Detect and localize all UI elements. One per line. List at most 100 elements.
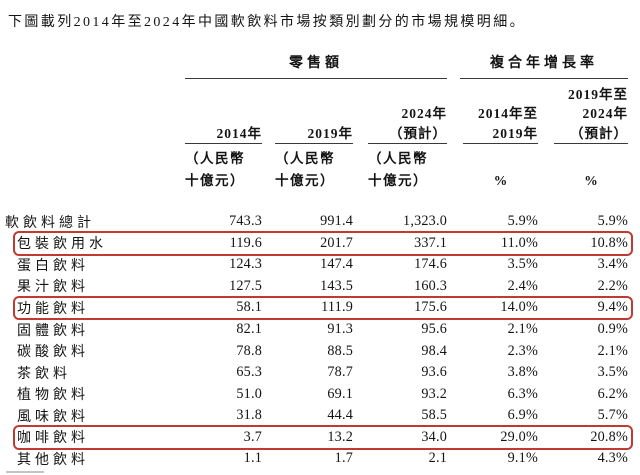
row-value: 5.9% bbox=[597, 213, 628, 230]
unit-percent-1: % bbox=[493, 173, 508, 188]
row-value: 3.5% bbox=[597, 364, 628, 381]
unit-rmb-3: （人民幣 bbox=[368, 151, 428, 166]
row-value: 2.3% bbox=[507, 342, 538, 359]
unit-row-2: 十億元） 十億元） 十億元） % % bbox=[0, 173, 628, 189]
row-value: 31.8 bbox=[236, 407, 262, 424]
row-value: 337.1 bbox=[414, 234, 447, 251]
header-row-3: 2014年 2019年 （預計） 2019年 （預計） bbox=[0, 126, 628, 142]
header-col-cagr2: （預計） bbox=[570, 126, 628, 141]
row-value: 143.5 bbox=[320, 277, 353, 294]
unit-percent-2: % bbox=[584, 173, 598, 188]
header-col-2019: 2019年 bbox=[307, 126, 353, 141]
row-value: 6.3% bbox=[507, 385, 538, 402]
row-value: 2.2% bbox=[597, 277, 628, 294]
header-col-cagr1: 2019年 bbox=[492, 126, 538, 141]
group-underline-cagr bbox=[460, 78, 628, 79]
row-value: 0.9% bbox=[597, 321, 628, 337]
row-category: 植物飲料 bbox=[17, 388, 89, 404]
row-value: 6.9% bbox=[507, 407, 538, 424]
row-value: 1,323.0 bbox=[403, 213, 447, 230]
row-value: 88.5 bbox=[327, 342, 353, 359]
table-row: 包裝飲用水 119.6 201.7 337.1 11.0% 10.8% bbox=[0, 231, 633, 256]
row-value: 1.1 bbox=[243, 450, 262, 467]
row-category: 包裝飲用水 bbox=[17, 237, 107, 253]
row-category: 咖啡飲料 bbox=[17, 431, 89, 447]
header-col-2014: 2014年 bbox=[216, 126, 262, 141]
row-value: 69.1 bbox=[327, 385, 353, 402]
row-value: 743.3 bbox=[229, 213, 262, 230]
table-row: 蛋白飲料 124.3 147.4 174.6 3.5% 3.4% bbox=[0, 254, 628, 276]
row-value: 174.6 bbox=[414, 256, 447, 273]
row-value: 65.3 bbox=[236, 364, 262, 381]
row-value: 58.5 bbox=[421, 407, 447, 424]
row-value: 29.0% bbox=[500, 428, 538, 445]
row-value: 119.6 bbox=[229, 234, 262, 251]
row-category: 果汁飲料 bbox=[17, 280, 89, 296]
table-row: 風味飲料 31.8 44.4 58.5 6.9% 5.7% bbox=[0, 405, 628, 427]
row-value: 201.7 bbox=[320, 234, 353, 251]
table-row: 其他飲料 1.1 1.7 2.1 9.1% 4.3% bbox=[0, 448, 628, 470]
unit-rmb-1: （人民幣 bbox=[185, 151, 245, 166]
header-2024b: 2024年 bbox=[582, 106, 628, 121]
row-value: 124.3 bbox=[229, 256, 262, 273]
header-row-1: 2019年至 bbox=[0, 87, 628, 103]
row-value: 2.1% bbox=[507, 321, 538, 337]
row-value: 2.4% bbox=[507, 277, 538, 294]
row-category: 固體飲料 bbox=[17, 323, 89, 339]
row-value: 58.1 bbox=[236, 299, 262, 316]
table-row: 咖啡飲料 3.7 13.2 34.0 29.0% 20.8% bbox=[0, 424, 633, 450]
row-value: 93.2 bbox=[421, 385, 447, 402]
row-value: 991.4 bbox=[320, 213, 353, 230]
table-row: 功能飲料 58.1 111.9 175.6 14.0% 9.4% bbox=[0, 295, 633, 321]
row-value: 14.0% bbox=[500, 299, 538, 316]
header-2019-to: 2019年至 bbox=[568, 87, 628, 102]
row-value: 6.2% bbox=[597, 385, 628, 402]
row-value: 160.3 bbox=[414, 277, 447, 294]
row-category: 風味飲料 bbox=[17, 409, 89, 425]
table-row: 茶飲料 65.3 78.7 93.6 3.8% 3.5% bbox=[0, 362, 628, 384]
header-col-2024e: （預計） bbox=[389, 126, 447, 141]
row-value: 2.1 bbox=[428, 450, 447, 467]
row-category: 其他飲料 bbox=[17, 452, 89, 468]
table-row: 植物飲料 51.0 69.1 93.2 6.3% 6.2% bbox=[0, 383, 628, 405]
unit-row-1: （人民幣 （人民幣 （人民幣 bbox=[0, 151, 628, 167]
row-value: 3.7 bbox=[243, 428, 262, 445]
row-value: 78.7 bbox=[327, 364, 353, 381]
row-category: 軟飲料總計 bbox=[5, 215, 95, 231]
unit-billion-3: 十億元） bbox=[368, 173, 428, 188]
row-value: 13.2 bbox=[327, 428, 353, 445]
row-value: 10.8% bbox=[590, 234, 628, 251]
header-row-2: 2024年 2014年至 2024年 bbox=[0, 106, 628, 122]
table-rows: 軟飲料總計 743.3 991.4 1,323.0 5.9% 5.9% 包裝飲用水 119.6… bbox=[0, 211, 633, 470]
row-value: 20.8% bbox=[590, 428, 628, 445]
row-value: 147.4 bbox=[320, 256, 353, 273]
row-category: 茶飲料 bbox=[17, 366, 71, 382]
underline-col-cagr1 bbox=[463, 143, 538, 144]
row-value: 98.4 bbox=[421, 342, 447, 359]
unit-billion-2: 十億元） bbox=[275, 173, 335, 188]
row-value: 5.9% bbox=[507, 213, 538, 230]
underline-col-2024e bbox=[368, 143, 447, 144]
row-value: 34.0 bbox=[421, 428, 447, 445]
row-value: 11.0% bbox=[500, 234, 538, 251]
row-value: 78.8 bbox=[236, 342, 262, 359]
group-underline-retail bbox=[185, 78, 447, 79]
row-value: 44.4 bbox=[327, 407, 353, 424]
header-2014-to: 2014年至 bbox=[478, 106, 538, 121]
row-value: 93.6 bbox=[421, 364, 447, 381]
header-underlines bbox=[0, 143, 628, 145]
row-value: 5.7% bbox=[597, 407, 628, 424]
market-size-table: 零售額 複合年增長率 2019年至 2024年 2014年至 2024年 201… bbox=[0, 55, 633, 475]
table-row: 果汁飲料 127.5 143.5 160.3 2.4% 2.2% bbox=[0, 276, 628, 298]
row-value: 82.1 bbox=[236, 321, 262, 337]
underline-col-cagr2 bbox=[554, 143, 628, 144]
unit-billion-1: 十億元） bbox=[185, 173, 245, 188]
cutoff-artifact bbox=[6, 471, 44, 473]
group-header-cagr: 複合年增長率 bbox=[490, 56, 598, 71]
row-value: 9.4% bbox=[597, 299, 628, 316]
underline-col-2014 bbox=[185, 143, 262, 144]
row-value: 127.5 bbox=[229, 277, 262, 294]
page-title: 下圖載列2014年至2024年中國軟飲料市場按類別劃分的市場規模明細。 bbox=[8, 15, 526, 30]
row-value: 91.3 bbox=[327, 321, 353, 337]
